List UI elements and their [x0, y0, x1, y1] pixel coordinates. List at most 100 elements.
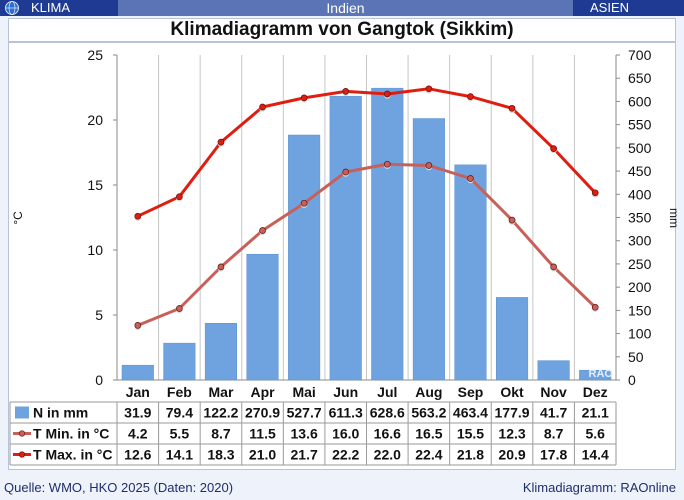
tmin-marker: [217, 263, 225, 271]
table-value: 22.4: [415, 447, 442, 463]
legend-key-marker: [18, 430, 26, 437]
legend-key-marker: [18, 451, 26, 458]
table-value: 5.6: [585, 426, 605, 442]
table-value: 21.1: [582, 405, 609, 421]
month-label: Nov: [540, 384, 567, 400]
source-text: Quelle: WMO, HKO 2025 (Daten: 2020): [4, 480, 234, 495]
precip-bar: [371, 87, 404, 381]
precip-bar: [412, 118, 445, 381]
tmax-marker: [134, 212, 142, 220]
left-tick-label: 10: [87, 242, 103, 258]
table-value: 527.7: [287, 405, 322, 421]
precip-bar: [288, 134, 321, 381]
table-value: 16.0: [332, 426, 359, 442]
right-tick-label: 100: [628, 326, 652, 342]
table-value: 22.2: [332, 447, 359, 463]
table-value: 12.6: [124, 447, 151, 463]
chart-title-box: Klimadiagramm von Gangtok (Sikkim): [8, 18, 676, 42]
tmin-marker: [467, 175, 474, 182]
table-value: 563.2: [411, 405, 446, 421]
left-tick-label: 25: [87, 47, 103, 63]
table-value: 22.0: [374, 447, 401, 463]
legend-label: T Min. in °C: [33, 426, 109, 442]
right-tick-label: 150: [628, 302, 652, 318]
table-value: 14.4: [582, 447, 609, 463]
tmax-marker: [259, 103, 266, 111]
tmax-marker: [508, 104, 516, 112]
table-value: 177.9: [495, 405, 530, 421]
header-bar: KLIMA Indien ASIEN: [0, 0, 684, 16]
precip-bar: [579, 369, 612, 381]
precip-bar: [454, 164, 487, 381]
tmax-marker: [383, 90, 391, 98]
left-tick-label: 15: [87, 177, 103, 193]
table-value: 8.7: [544, 426, 564, 442]
tmin-marker: [176, 305, 183, 312]
tmin-marker: [425, 162, 433, 169]
table-value: 611.3: [329, 405, 363, 421]
tmin-marker: [591, 303, 599, 311]
left-tick-label: 0: [95, 372, 103, 388]
globe-icon: [5, 1, 19, 15]
header-left-label[interactable]: KLIMA: [31, 0, 71, 15]
right-tick-label: 50: [628, 349, 644, 365]
month-label: Feb: [167, 384, 192, 400]
month-label: Mar: [209, 384, 234, 400]
table-value: 16.5: [415, 426, 442, 442]
tmax-marker: [467, 93, 474, 100]
tmin-marker: [259, 227, 266, 234]
chart-title: Klimadiagramm von Gangtok (Sikkim): [170, 19, 514, 40]
header-right-label[interactable]: ASIEN: [590, 0, 630, 15]
tmin-marker: [508, 216, 516, 224]
table-value: 18.3: [207, 447, 234, 463]
right-tick-label: 650: [628, 70, 652, 86]
tmin-marker: [342, 168, 350, 176]
table-value: 17.8: [540, 447, 567, 463]
precip-bar: [163, 342, 196, 381]
table-value: 628.6: [370, 405, 405, 421]
table-value: 12.3: [498, 426, 525, 442]
tmin-line: [137, 162, 597, 327]
left-tick-label: 5: [95, 307, 103, 323]
credit-text: Klimadiagramm: RAOnline: [522, 480, 676, 495]
month-label: Dez: [583, 384, 608, 400]
legend-label: N in mm: [33, 405, 88, 421]
month-label: Jun: [333, 384, 358, 400]
table-value: 11.5: [249, 426, 276, 442]
legend-key-bar: [15, 406, 29, 419]
month-label: Apr: [250, 384, 275, 400]
right-tick-label: 450: [628, 163, 652, 179]
table-value: 79.4: [166, 405, 193, 421]
tmax-marker: [550, 145, 557, 152]
month-label: Jan: [126, 384, 150, 400]
y-axis-label-left: °C: [11, 211, 25, 225]
right-tick-label: 200: [628, 279, 652, 295]
month-label: Jul: [377, 384, 397, 400]
table-value: 122.2: [203, 405, 238, 421]
right-tick-label: 500: [628, 140, 652, 156]
precip-bar: [496, 297, 529, 381]
table-value: 15.5: [457, 426, 484, 442]
precip-bar: [204, 323, 238, 381]
right-tick-label: 700: [628, 47, 652, 63]
right-tick-label: 350: [628, 210, 652, 226]
table-value: 21.7: [291, 447, 318, 463]
right-tick-label: 0: [628, 372, 636, 388]
table-value: 8.7: [211, 426, 231, 442]
table-value: 5.5: [170, 426, 190, 442]
header-center-label[interactable]: Indien: [118, 0, 573, 16]
precip-bar: [329, 95, 362, 381]
tmin-marker: [300, 199, 308, 207]
month-label: Aug: [415, 384, 442, 400]
watermark-text: RAO: [589, 368, 614, 380]
right-tick-label: 250: [628, 256, 652, 272]
month-label: Sep: [458, 384, 484, 400]
precip-bar: [537, 360, 570, 381]
right-tick-label: 400: [628, 186, 652, 202]
table-value: 16.6: [374, 426, 401, 442]
precip-bar: [246, 253, 279, 381]
table-value: 13.6: [291, 426, 318, 442]
legend-label: T Max. in °C: [33, 447, 113, 463]
left-tick-label: 20: [87, 112, 103, 128]
